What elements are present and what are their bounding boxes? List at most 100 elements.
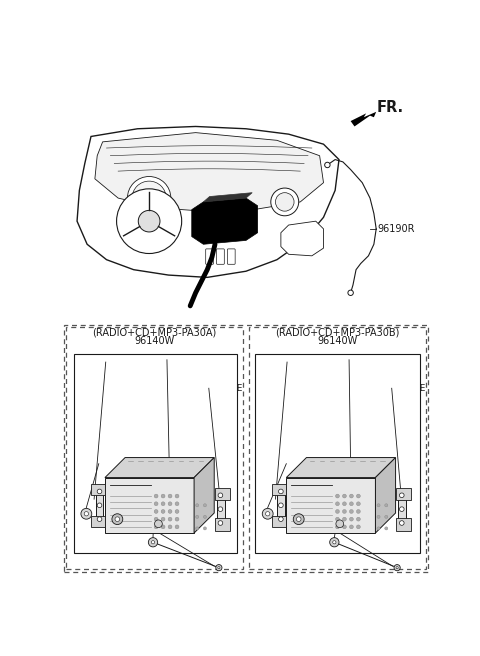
Text: 96140W: 96140W (134, 337, 175, 346)
Circle shape (357, 510, 360, 514)
Circle shape (357, 517, 360, 521)
Circle shape (394, 565, 400, 571)
Polygon shape (286, 478, 375, 533)
Polygon shape (215, 518, 230, 531)
Circle shape (204, 504, 206, 507)
Polygon shape (216, 489, 225, 529)
Circle shape (97, 503, 102, 508)
Circle shape (385, 516, 388, 518)
Text: 96155D: 96155D (258, 358, 294, 367)
Circle shape (278, 517, 283, 522)
Circle shape (385, 504, 388, 507)
Circle shape (333, 541, 336, 544)
Bar (66, 327, 243, 569)
Circle shape (161, 494, 165, 498)
Circle shape (399, 493, 404, 498)
Polygon shape (398, 489, 407, 529)
Circle shape (349, 525, 353, 529)
Circle shape (175, 494, 179, 498)
Text: FR.: FR. (376, 100, 403, 115)
Circle shape (81, 508, 92, 519)
Circle shape (343, 494, 347, 498)
Circle shape (127, 176, 171, 220)
Polygon shape (105, 458, 214, 478)
Circle shape (265, 512, 270, 516)
Circle shape (336, 525, 339, 529)
Circle shape (175, 510, 179, 514)
Circle shape (216, 565, 222, 571)
Polygon shape (375, 458, 396, 533)
Circle shape (336, 510, 339, 514)
Circle shape (296, 517, 301, 522)
Circle shape (357, 525, 360, 529)
Circle shape (115, 517, 120, 522)
Text: 96100S: 96100S (320, 356, 354, 364)
Circle shape (175, 517, 179, 521)
Circle shape (168, 494, 172, 498)
Circle shape (343, 525, 347, 529)
Circle shape (293, 514, 304, 525)
Circle shape (204, 516, 206, 518)
Circle shape (349, 494, 353, 498)
Circle shape (218, 507, 223, 512)
Circle shape (330, 538, 339, 547)
Circle shape (336, 520, 344, 527)
Circle shape (138, 211, 160, 232)
Bar (249, 327, 426, 569)
Polygon shape (272, 483, 286, 495)
Text: 1018AD: 1018AD (85, 502, 121, 511)
Circle shape (154, 502, 158, 506)
Text: 96183A: 96183A (258, 459, 293, 468)
Polygon shape (192, 198, 258, 244)
Circle shape (218, 521, 223, 525)
Polygon shape (396, 518, 411, 531)
Polygon shape (91, 483, 105, 495)
FancyBboxPatch shape (228, 249, 235, 264)
Circle shape (151, 541, 155, 544)
Circle shape (161, 502, 165, 506)
Circle shape (399, 521, 404, 525)
Circle shape (396, 567, 398, 569)
Circle shape (154, 510, 158, 514)
Circle shape (343, 510, 347, 514)
Text: 96190R: 96190R (378, 224, 415, 234)
Text: 96100S: 96100S (137, 356, 172, 364)
Circle shape (349, 517, 353, 521)
Circle shape (343, 517, 347, 521)
Circle shape (154, 525, 158, 529)
Circle shape (175, 525, 179, 529)
Polygon shape (281, 221, 324, 256)
Polygon shape (204, 193, 252, 202)
Circle shape (377, 527, 380, 530)
Polygon shape (215, 487, 230, 500)
Text: 96155D: 96155D (77, 358, 113, 367)
Polygon shape (96, 485, 103, 525)
Polygon shape (77, 127, 339, 277)
Circle shape (117, 189, 181, 253)
Text: 96173: 96173 (77, 459, 106, 468)
Text: 96140W: 96140W (317, 337, 358, 346)
FancyBboxPatch shape (206, 249, 214, 264)
Circle shape (154, 494, 158, 498)
Circle shape (218, 493, 223, 498)
Circle shape (161, 525, 165, 529)
Polygon shape (95, 133, 324, 211)
Circle shape (168, 510, 172, 514)
Text: 96183A: 96183A (312, 475, 348, 483)
Circle shape (168, 502, 172, 506)
Text: 96173: 96173 (133, 475, 162, 483)
Circle shape (377, 516, 380, 518)
Circle shape (385, 527, 388, 530)
Circle shape (196, 527, 199, 530)
Polygon shape (194, 458, 214, 533)
Circle shape (97, 517, 102, 522)
Circle shape (168, 517, 172, 521)
Circle shape (349, 510, 353, 514)
Circle shape (399, 507, 404, 512)
Circle shape (278, 489, 283, 494)
Circle shape (204, 527, 206, 530)
Circle shape (349, 502, 353, 506)
Text: (RADIO+CD+MP3-PA30A): (RADIO+CD+MP3-PA30A) (93, 328, 216, 338)
Circle shape (357, 502, 360, 506)
Text: (RADIO+CD+MP3-PA30B): (RADIO+CD+MP3-PA30B) (275, 328, 400, 338)
